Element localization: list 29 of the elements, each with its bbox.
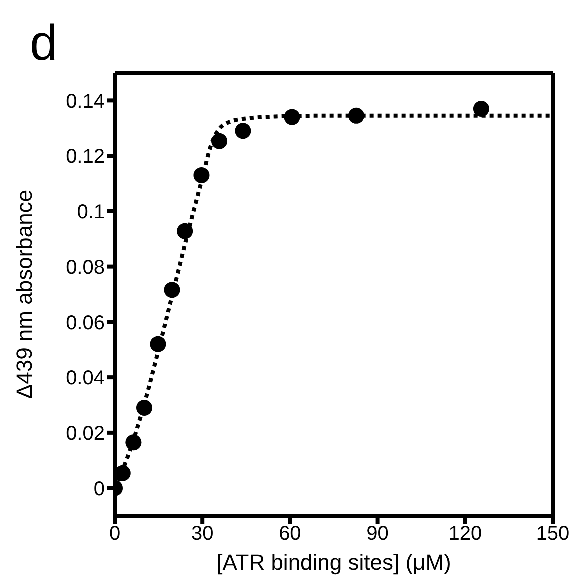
point — [126, 434, 142, 451]
y-tick-label: 0.14 — [66, 90, 105, 113]
point — [115, 465, 131, 482]
point — [150, 336, 166, 352]
x-tick-label: 60 — [279, 523, 302, 546]
y-tick-label: 0.08 — [66, 256, 105, 279]
x-tick-label: 0 — [109, 523, 121, 546]
point — [348, 108, 364, 124]
y-tick-label: 0.06 — [66, 312, 105, 334]
y-tick-label: 0.02 — [66, 423, 105, 446]
y-tick-label: 0 — [94, 478, 105, 500]
point — [235, 123, 252, 140]
y-tick-label: 0.12 — [66, 146, 105, 168]
y-axis-title: Δ439 nm absorbance — [12, 190, 37, 400]
point — [194, 167, 210, 184]
point — [164, 282, 180, 298]
x-axis-title: [ATR binding sites] (μM) — [216, 550, 452, 575]
x-tick-label: 150 — [536, 523, 570, 546]
y-tick-label: 0.1 — [77, 202, 105, 224]
point — [177, 223, 194, 240]
x-tick-label: 120 — [448, 523, 482, 546]
y-tick-label: 0.04 — [66, 368, 105, 390]
text: d — [30, 15, 58, 71]
point — [473, 100, 490, 117]
point — [136, 400, 152, 416]
point — [212, 133, 228, 150]
x-tick-label: 90 — [366, 523, 389, 546]
x-tick-label: 30 — [191, 523, 214, 546]
point — [284, 109, 300, 126]
